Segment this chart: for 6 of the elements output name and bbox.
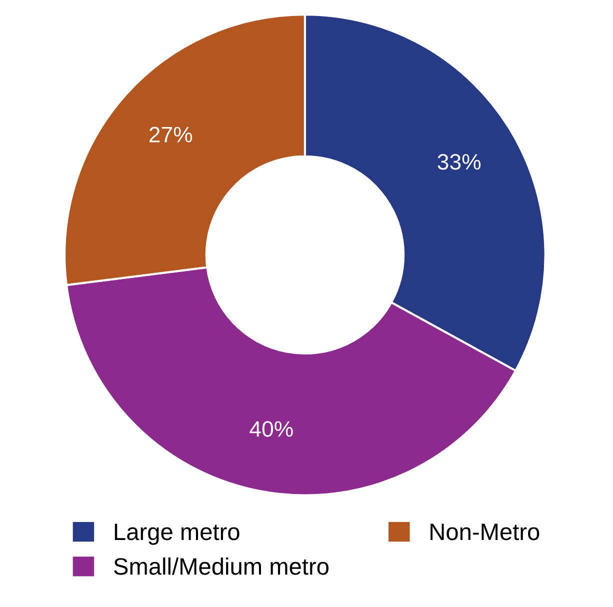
legend-label: Non-Metro bbox=[430, 524, 540, 540]
legend-label: Large metro bbox=[114, 524, 240, 545]
legend-label: Small/Medium metro bbox=[114, 558, 328, 575]
data-label: 40% bbox=[250, 421, 293, 437]
data-label: 27% bbox=[150, 126, 192, 142]
data-label: 33% bbox=[438, 154, 481, 170]
